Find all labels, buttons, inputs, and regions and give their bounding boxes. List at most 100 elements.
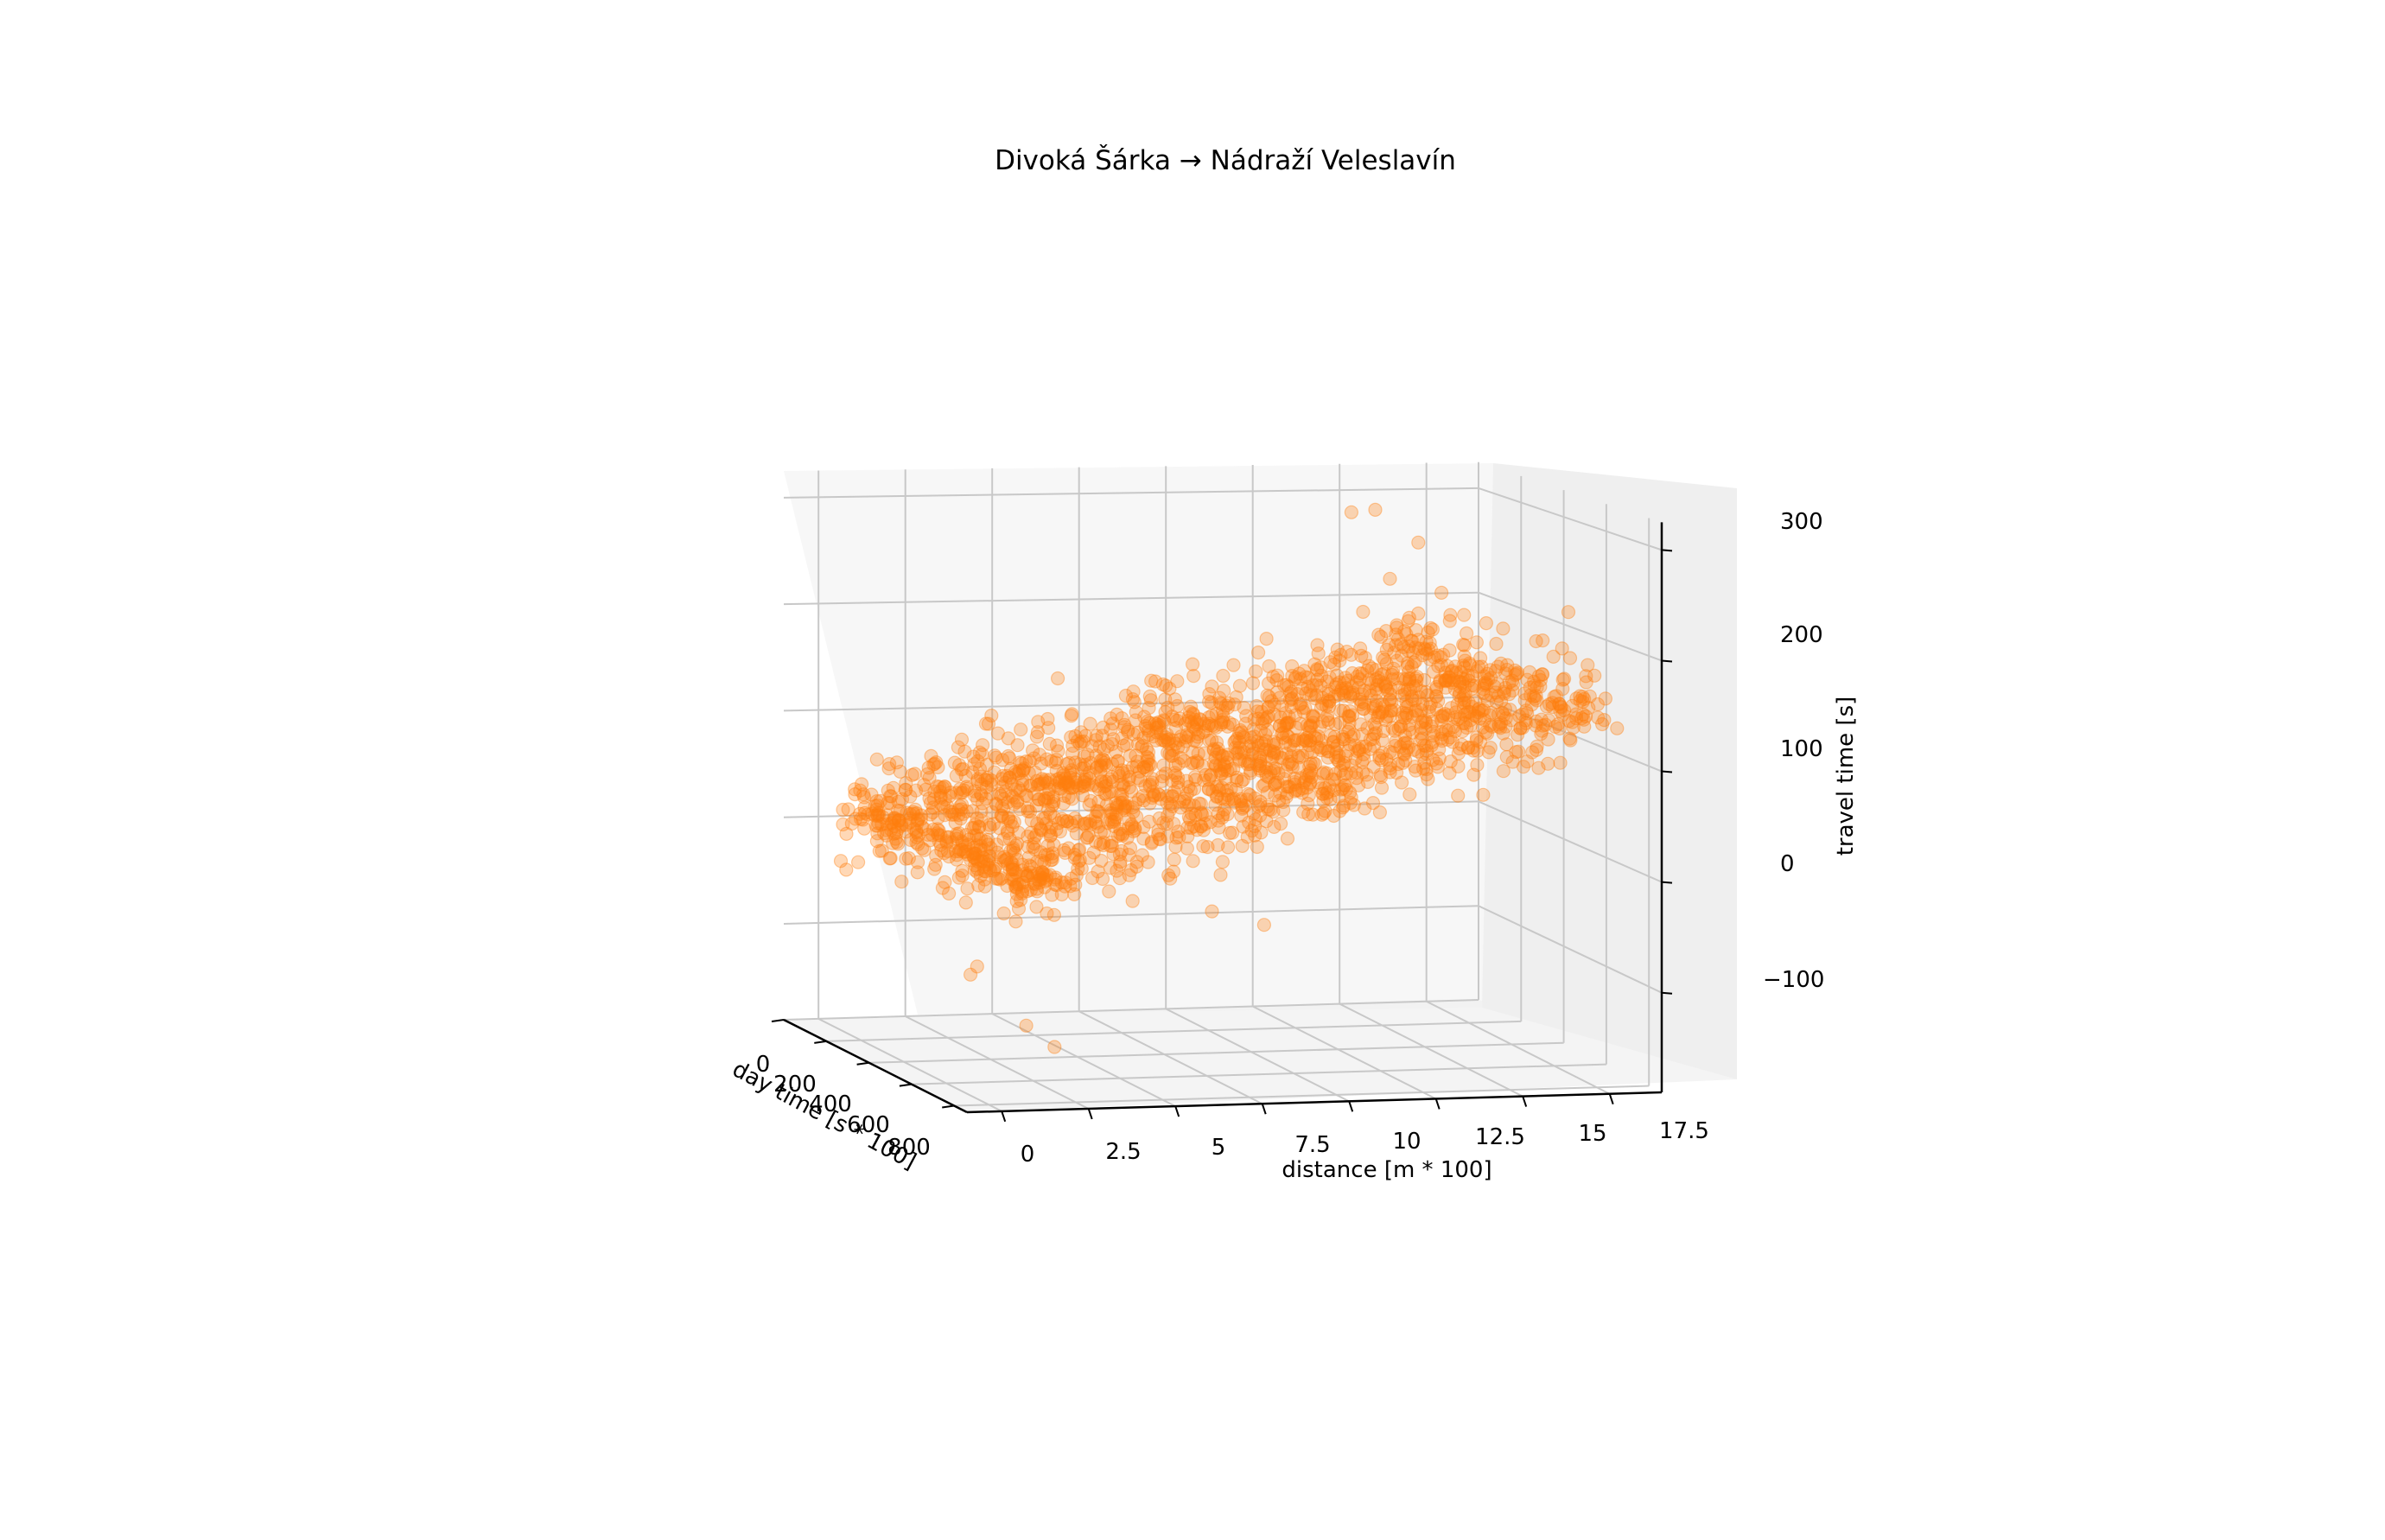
data-point bbox=[1053, 824, 1068, 839]
data-point bbox=[1038, 774, 1053, 789]
data-point bbox=[1154, 792, 1168, 806]
data-point bbox=[1256, 918, 1272, 932]
data-point bbox=[1215, 855, 1231, 869]
data-point bbox=[1515, 707, 1530, 722]
data-point bbox=[1184, 806, 1199, 821]
data-point bbox=[1021, 829, 1035, 844]
data-point bbox=[1460, 740, 1476, 755]
data-point bbox=[1598, 691, 1613, 706]
data-point bbox=[1479, 688, 1493, 703]
data-point bbox=[992, 821, 1007, 836]
data-point bbox=[1139, 759, 1154, 774]
data-point bbox=[1394, 718, 1409, 734]
grid-line bbox=[1252, 1005, 1437, 1100]
data-point bbox=[1372, 805, 1388, 820]
data-point bbox=[1500, 658, 1515, 672]
data-point bbox=[1252, 750, 1268, 765]
data-point bbox=[967, 757, 982, 772]
data-point bbox=[1300, 745, 1315, 760]
x-tick-mark bbox=[1261, 1103, 1267, 1115]
data-point bbox=[1357, 683, 1372, 698]
data-point bbox=[1122, 812, 1136, 827]
data-point bbox=[1357, 752, 1371, 767]
data-point bbox=[1427, 665, 1441, 679]
data-point bbox=[1067, 847, 1082, 862]
data-point bbox=[1352, 741, 1366, 756]
data-point bbox=[1355, 754, 1370, 769]
data-point bbox=[1295, 781, 1310, 796]
data-point bbox=[1268, 775, 1283, 790]
data-point bbox=[1499, 737, 1514, 752]
data-point bbox=[1465, 741, 1480, 755]
data-point bbox=[954, 843, 969, 857]
data-point bbox=[1152, 811, 1167, 826]
data-point bbox=[1555, 708, 1570, 722]
data-point bbox=[936, 799, 951, 814]
data-point bbox=[1522, 665, 1537, 680]
data-point bbox=[1040, 802, 1056, 817]
data-point bbox=[1133, 773, 1148, 788]
data-point bbox=[1285, 760, 1300, 774]
data-point bbox=[925, 800, 941, 815]
data-point bbox=[1165, 788, 1180, 804]
data-point bbox=[1068, 877, 1083, 892]
data-point bbox=[1063, 770, 1078, 785]
data-point bbox=[1300, 780, 1314, 795]
data-point bbox=[974, 804, 989, 819]
data-point bbox=[1168, 758, 1183, 773]
data-point bbox=[1328, 767, 1343, 781]
data-point bbox=[1412, 690, 1427, 704]
data-point bbox=[1352, 743, 1367, 758]
data-point bbox=[1461, 695, 1476, 710]
data-point bbox=[1121, 821, 1135, 836]
data-point bbox=[1212, 820, 1226, 835]
data-point bbox=[1261, 700, 1275, 716]
data-point bbox=[1105, 774, 1120, 789]
data-point bbox=[1299, 734, 1313, 748]
data-point bbox=[1511, 744, 1526, 759]
data-point bbox=[1034, 823, 1049, 837]
data-point bbox=[1421, 625, 1435, 640]
data-point bbox=[1530, 739, 1544, 754]
data-point bbox=[1181, 810, 1197, 824]
data-point bbox=[1128, 796, 1143, 811]
data-point bbox=[1420, 688, 1435, 703]
data-point bbox=[1065, 792, 1079, 806]
data-point bbox=[1344, 790, 1358, 805]
data-point bbox=[1162, 803, 1177, 818]
data-point bbox=[1180, 728, 1194, 742]
data-point bbox=[1429, 679, 1444, 695]
data-point bbox=[1379, 642, 1394, 658]
data-point bbox=[1302, 733, 1318, 748]
data-point bbox=[869, 752, 884, 767]
data-point bbox=[1029, 900, 1044, 914]
grid-lines bbox=[783, 461, 1663, 1112]
data-point bbox=[1116, 826, 1130, 842]
data-point bbox=[1176, 793, 1192, 809]
data-point bbox=[1303, 756, 1318, 772]
data-point bbox=[1457, 638, 1472, 652]
data-point bbox=[1488, 685, 1504, 700]
data-point bbox=[1326, 783, 1341, 798]
data-point bbox=[1359, 767, 1374, 782]
data-point bbox=[1396, 746, 1411, 760]
data-point bbox=[921, 760, 936, 775]
data-point bbox=[1043, 773, 1058, 787]
data-point bbox=[1034, 823, 1048, 837]
data-point bbox=[1590, 710, 1606, 725]
data-point bbox=[1431, 694, 1446, 709]
data-point bbox=[1215, 712, 1230, 728]
data-point bbox=[1154, 773, 1169, 789]
data-point bbox=[1168, 721, 1184, 735]
data-point bbox=[1201, 718, 1216, 734]
data-point bbox=[1401, 740, 1416, 754]
data-point bbox=[1081, 828, 1096, 843]
data-point bbox=[1547, 690, 1561, 704]
data-point bbox=[1107, 812, 1122, 827]
data-point bbox=[962, 832, 976, 847]
data-point bbox=[1365, 731, 1381, 747]
data-point bbox=[1426, 753, 1441, 767]
data-point bbox=[987, 862, 1002, 876]
data-point bbox=[1320, 750, 1336, 765]
data-point bbox=[1057, 767, 1072, 783]
